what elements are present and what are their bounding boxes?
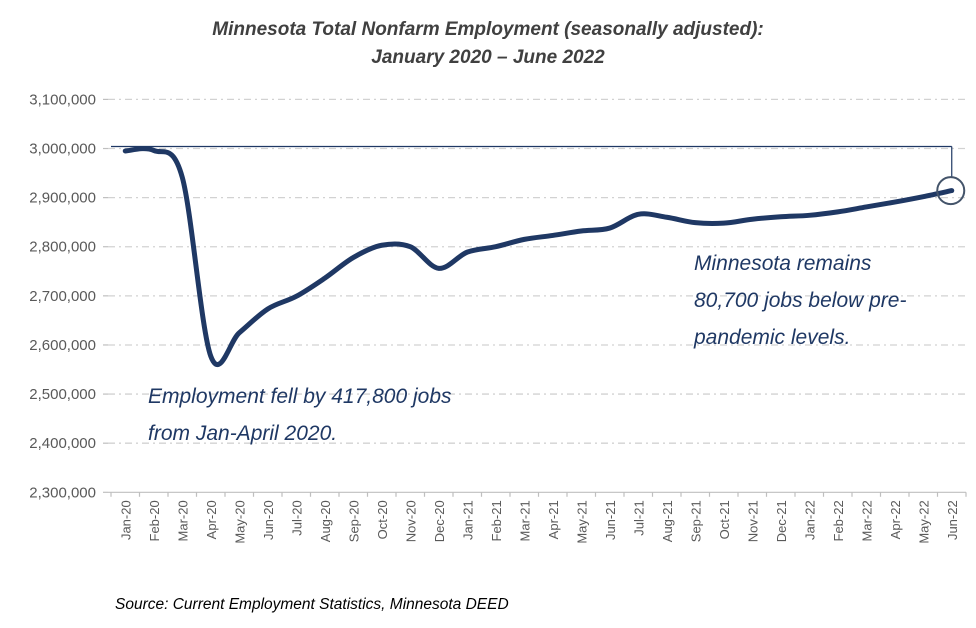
annotation-jobs-below-line2: 80,700 jobs below pre- (694, 289, 907, 312)
x-axis-label: Mar-21 (517, 500, 532, 541)
annotation-employment-fell-line2: from Jan-April 2020. (148, 422, 338, 445)
y-axis-label: 3,100,000 (29, 91, 96, 108)
x-axis-label: Jul-21 (631, 500, 646, 535)
x-axis-label: Apr-22 (888, 500, 903, 539)
x-axis-label: Sep-21 (688, 500, 703, 542)
y-axis-label: 2,500,000 (29, 386, 96, 403)
y-axis-label: 2,900,000 (29, 190, 96, 207)
x-axis-label: Jun-20 (261, 500, 276, 540)
employment-line (122, 146, 955, 367)
x-axis-label: May-20 (232, 500, 247, 543)
x-axis-label: Jan-20 (118, 500, 133, 540)
x-axis-label: May-21 (574, 500, 589, 543)
x-axis-label: Nov-20 (403, 500, 418, 542)
annotation-employment-fell: Employment fell by 417,800 jobs from Jan… (148, 378, 452, 452)
annotation-jobs-below-line1: Minnesota remains (694, 252, 872, 275)
x-axis-label: Nov-21 (745, 500, 760, 542)
x-axis-label: Oct-21 (717, 500, 732, 539)
x-axis-label: May-22 (916, 500, 931, 543)
end-point-circle-marker (936, 176, 966, 206)
chart-title-line1: Minnesota Total Nonfarm Employment (seas… (212, 19, 764, 40)
x-axis-label: Jun-22 (945, 500, 960, 540)
annotation-jobs-below-line3: pandemic levels. (694, 326, 851, 349)
x-axis-label: Dec-21 (774, 500, 789, 542)
annotation-jobs-below: Minnesota remains 80,700 jobs below pre-… (694, 245, 906, 356)
x-axis-label: Oct-20 (375, 500, 390, 539)
x-axis-label: Aug-20 (318, 500, 333, 542)
y-axis-label: 2,400,000 (29, 435, 96, 452)
x-axis-label: Apr-20 (204, 500, 219, 539)
x-axis-label: Jan-22 (802, 500, 817, 540)
annotation-employment-fell-line1: Employment fell by 417,800 jobs (148, 385, 452, 408)
x-axis-label: Mar-20 (175, 500, 190, 541)
x-axis-label: Dec-20 (432, 500, 447, 542)
x-axis-label: Feb-20 (147, 500, 162, 541)
x-axis-label: Aug-21 (660, 500, 675, 542)
y-axis-label: 2,600,000 (29, 337, 96, 354)
y-axis-label: 2,300,000 (29, 484, 96, 501)
source-note: Source: Current Employment Statistics, M… (115, 596, 509, 613)
y-axis-label: 3,000,000 (29, 141, 96, 158)
chart-title-line2: January 2020 – June 2022 (371, 47, 605, 68)
y-axis-label: 2,700,000 (29, 288, 96, 305)
x-axis-label: Sep-20 (346, 500, 361, 542)
x-axis-label: Jan-21 (460, 500, 475, 540)
x-axis-label: Jun-21 (603, 500, 618, 540)
x-axis-label: Feb-22 (831, 500, 846, 541)
y-axis-label: 2,800,000 (29, 239, 96, 256)
chart-title: Minnesota Total Nonfarm Employment (seas… (0, 16, 976, 72)
x-axis-label: Mar-22 (859, 500, 874, 541)
x-axis-label: Feb-21 (489, 500, 504, 541)
x-axis-label: Apr-21 (546, 500, 561, 539)
x-axis-label: Jul-20 (289, 500, 304, 535)
